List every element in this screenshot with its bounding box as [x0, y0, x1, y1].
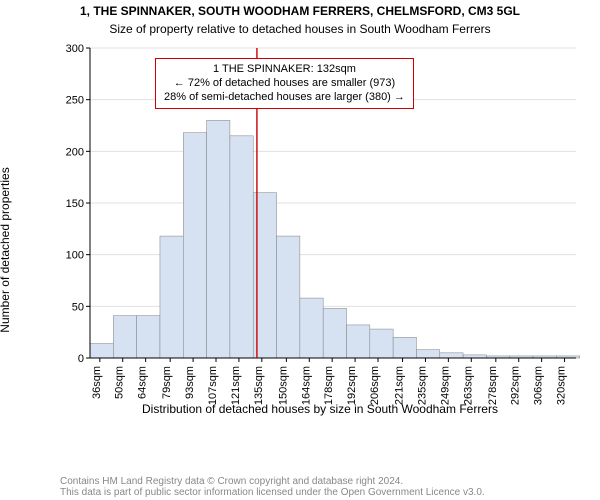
y-axis-label: Number of detached properties	[0, 167, 12, 332]
svg-text:300: 300	[66, 44, 84, 55]
x-tick-label: 50sqm	[114, 366, 126, 399]
x-tick-label: 178sqm	[323, 366, 335, 405]
x-tick-label: 121sqm	[230, 366, 242, 405]
svg-text:100: 100	[66, 250, 84, 262]
histogram-plot: 0 50 100 150 200 250 300 36sqm 50sqm 64sqm 79sqm 93…	[60, 44, 580, 414]
histogram-bar	[137, 316, 160, 358]
histogram-bar	[113, 316, 136, 358]
svg-text:150: 150	[66, 198, 84, 210]
x-tick-label: 278sqm	[487, 366, 499, 405]
histogram-bar	[323, 308, 346, 358]
svg-text:250: 250	[66, 95, 84, 107]
x-tick-label: 150sqm	[277, 366, 289, 405]
x-tick-label: 292sqm	[510, 366, 522, 405]
x-tick-label: 135sqm	[253, 366, 265, 405]
x-axis-label: Distribution of detached houses by size …	[60, 402, 580, 416]
histogram-bar	[183, 133, 206, 358]
svg-text:200: 200	[66, 146, 84, 158]
x-tick-label: 64sqm	[137, 366, 149, 399]
histogram-bar	[277, 236, 300, 358]
x-tick-label: 107sqm	[207, 366, 219, 405]
annotation-line2: ← 72% of detached houses are smaller (97…	[164, 77, 405, 91]
annotation-line3: 28% of semi-detached houses are larger (…	[164, 91, 405, 105]
histogram-bar	[207, 120, 230, 358]
histogram-bar	[90, 344, 113, 358]
x-tick-label: 221sqm	[394, 366, 406, 405]
chart-title-subtitle: Size of property relative to detached ho…	[0, 22, 600, 36]
histogram-bar	[230, 136, 253, 358]
histogram-bar	[440, 353, 463, 358]
annotation-line1: 1 THE SPINNAKER: 132sqm	[164, 63, 405, 77]
histogram-bar	[393, 337, 416, 358]
x-tick-label: 79sqm	[161, 366, 173, 399]
x-tick-label: 36sqm	[91, 366, 103, 399]
histogram-bar	[300, 298, 323, 358]
svg-text:50: 50	[72, 301, 84, 313]
histogram-bar	[370, 329, 393, 358]
x-tick-label: 206sqm	[369, 366, 381, 405]
x-tick-label: 192sqm	[346, 366, 358, 405]
annotation-callout: 1 THE SPINNAKER: 132sqm ← 72% of detache…	[155, 58, 414, 109]
svg-text:0: 0	[78, 353, 84, 365]
x-tick-label: 235sqm	[416, 366, 428, 405]
histogram-bar	[416, 350, 439, 358]
histogram-bar	[347, 325, 370, 358]
x-tick-label: 320sqm	[556, 366, 568, 405]
x-tick-label: 249sqm	[439, 366, 451, 405]
x-tick-label: 164sqm	[300, 366, 312, 405]
histogram-bar	[160, 236, 183, 358]
chart-title-address: 1, THE SPINNAKER, SOUTH WOODHAM FERRERS,…	[0, 4, 600, 18]
x-tick-label: 93sqm	[184, 366, 196, 399]
x-tick-label: 306sqm	[533, 366, 545, 405]
x-tick-label: 263sqm	[462, 366, 474, 405]
footnote-text: Contains HM Land Registry data © Crown c…	[60, 476, 590, 498]
